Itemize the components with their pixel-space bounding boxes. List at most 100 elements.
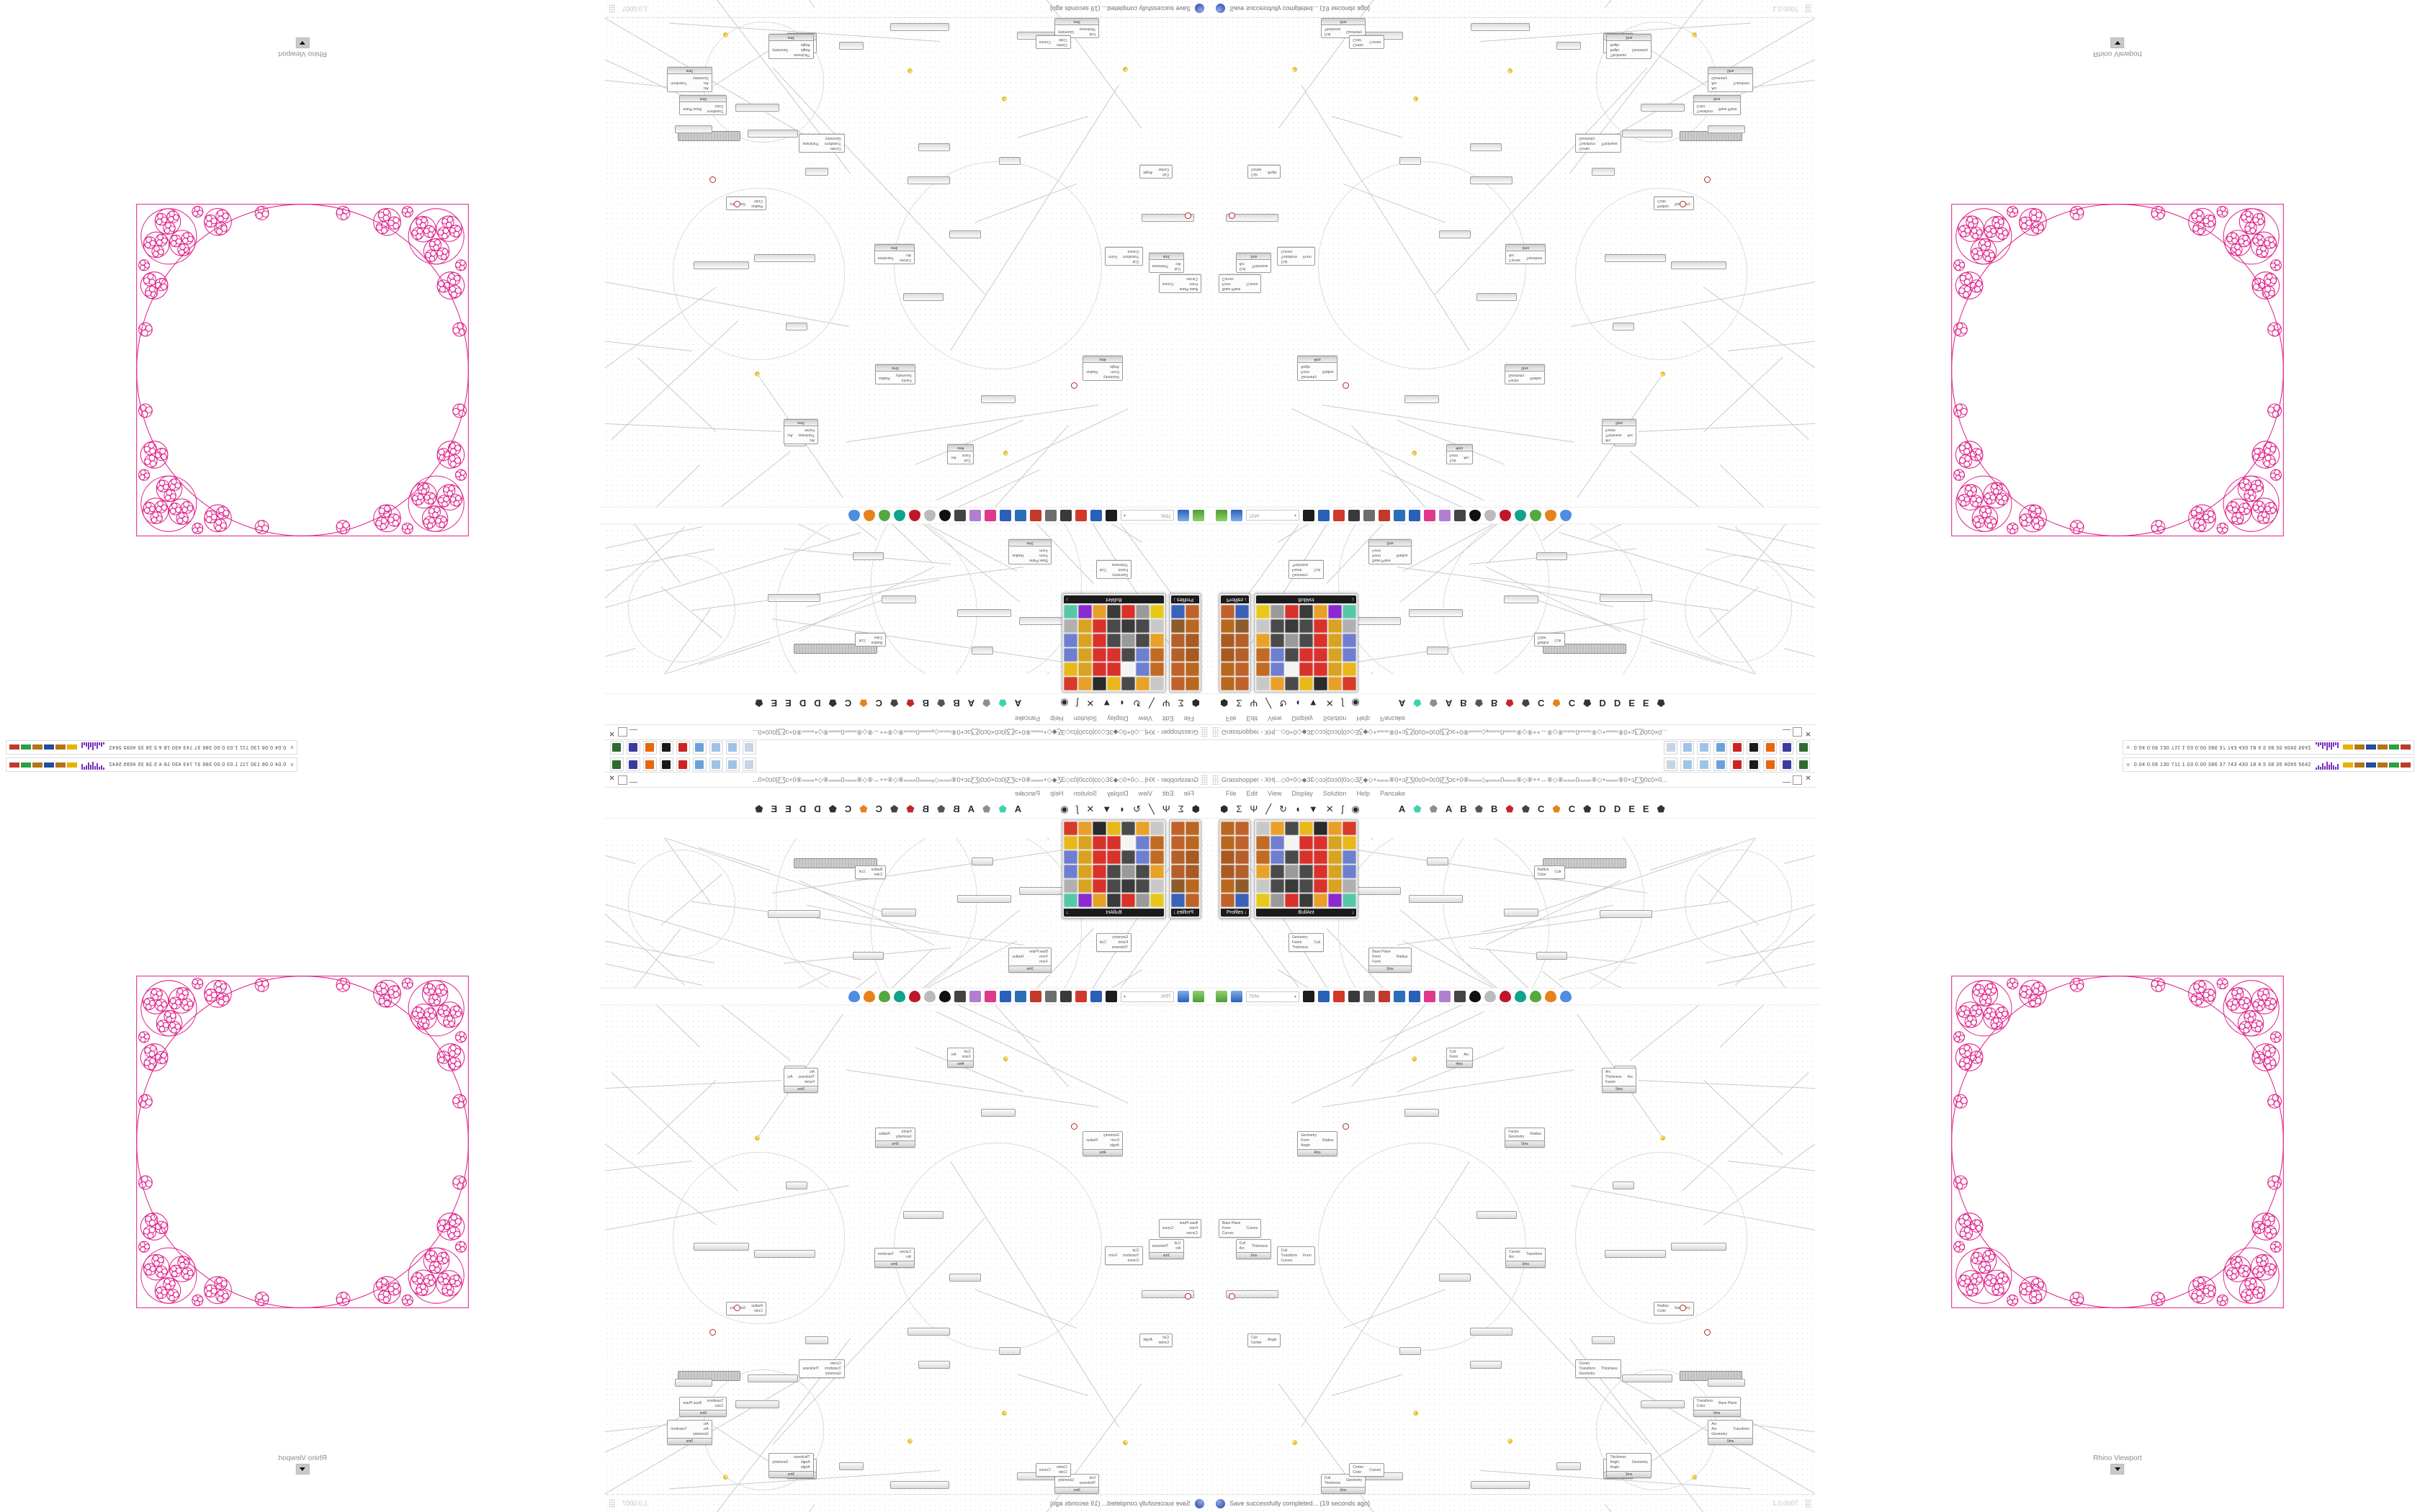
gh-component[interactable]: Base Plane Form Form Radius 2ms [1368, 539, 1412, 565]
gh-param-pill[interactable] [735, 103, 780, 112]
gh-component[interactable]: Base Plane Form Curves Curves [1218, 274, 1262, 294]
ribbon-tab-e-15[interactable]: E [1628, 803, 1635, 814]
gh-sphere-handle[interactable] [1412, 1410, 1418, 1416]
drop-grey-icon[interactable] [1484, 991, 1496, 1002]
ribbon-tab-c-9[interactable]: C [1538, 698, 1545, 709]
gh-component[interactable]: Base Plane Form Form Radius 2ms [1368, 947, 1412, 973]
gh-component[interactable]: Culr Transform Curves Form [1105, 1246, 1143, 1265]
system-tray[interactable]: ˅ 0.04 0.06 130 711 1.03 0.00 386 37 743… [6, 757, 297, 772]
menu-item-display[interactable]: Display [1107, 790, 1129, 797]
gh-param-pill[interactable] [1470, 1328, 1513, 1336]
palette-icon-1-12[interactable] [1328, 836, 1342, 850]
gh-component[interactable]: Geometry Form Angle Radius 4ms [1297, 1131, 1337, 1157]
terminal-icon[interactable] [1796, 757, 1810, 771]
palette-collapse-icon[interactable]: ↓ [1351, 597, 1355, 602]
grasshopper-toolbar[interactable]: 75% ▾ [1210, 988, 1821, 1005]
gh-component[interactable]: Geometry Form Angle Radius 4ms [1083, 355, 1123, 381]
sketch-icon[interactable] [1454, 991, 1466, 1002]
open-file-icon[interactable] [1193, 991, 1204, 1002]
save-file-icon[interactable] [1231, 991, 1242, 1002]
gh-component[interactable]: Arc Thickness Factor Arc 5ms [1602, 419, 1637, 445]
palette-icon-1-24[interactable] [1107, 634, 1121, 647]
drop-red-icon[interactable] [1500, 991, 1511, 1002]
menu-item-view[interactable]: View [1138, 715, 1152, 722]
palette-icon-1-36[interactable] [1270, 894, 1284, 907]
gh-param-pill[interactable] [1408, 895, 1463, 904]
gh-param-pill[interactable] [889, 1481, 949, 1490]
gh-param-pill[interactable] [907, 1328, 950, 1336]
terminal-icon[interactable] [610, 741, 624, 755]
palette-icon-1-12[interactable] [1078, 662, 1092, 676]
grasshopper-toolbar[interactable]: 75% ▾ [599, 988, 1210, 1005]
gh-param-pill[interactable] [1536, 951, 1567, 960]
gh-param-pill[interactable] [1613, 323, 1635, 331]
gh-param-pill[interactable] [1536, 552, 1567, 561]
palette-icon-0-5[interactable] [1235, 850, 1249, 864]
palette-icon-1-10[interactable] [1299, 836, 1313, 850]
palette-icon-0-3[interactable] [1171, 662, 1185, 676]
cone-icon[interactable]: ▼ [1308, 698, 1318, 709]
palette-icon-1-30[interactable] [1121, 619, 1135, 633]
ribbon-tab-c-9[interactable]: C [875, 698, 882, 709]
menu-item-file[interactable]: File [1183, 790, 1194, 797]
palette-icon-1-31[interactable] [1299, 619, 1313, 633]
palette-icon-1-23[interactable] [1121, 634, 1135, 647]
drop-red-icon[interactable] [909, 510, 920, 521]
sigma-icon[interactable]: Σ [1178, 698, 1184, 709]
toolbar-icons[interactable] [848, 510, 1117, 521]
palette-icon-1-5[interactable] [1328, 677, 1342, 690]
palette-icon-1-10[interactable] [1107, 836, 1121, 850]
zoom-level-dropdown[interactable]: 75% ▾ [1246, 991, 1299, 1002]
palette-icon-0-1[interactable] [1235, 677, 1249, 690]
palette-icon-1-24[interactable] [1299, 865, 1313, 878]
gh-sphere-handle[interactable] [722, 1475, 728, 1480]
grasshopper-canvas[interactable]: FormCulrColor0msCulrArcThickness1msCurve… [1210, 1004, 1815, 1512]
close-button[interactable]: ✕ [609, 729, 615, 738]
palette-icon-1-22[interactable] [1270, 634, 1284, 647]
palette-icon-0-3[interactable] [1235, 662, 1249, 676]
ribbon-tab-c-11[interactable]: C [844, 698, 852, 709]
balloon-icon[interactable] [1439, 510, 1451, 521]
ribbon-group-left[interactable]: ⬢ Σ Ψ ╱ ↻ ◖ ▼ ✕ ʃ ◉ [1220, 698, 1360, 709]
palette-icon-1-6[interactable] [1064, 677, 1077, 690]
palette-icon-1-26[interactable] [1078, 865, 1092, 878]
gh-component[interactable]: Culr Arc Thickness 1ms [1235, 252, 1272, 273]
open-file-icon[interactable] [1216, 510, 1227, 521]
matrix-icon[interactable]: ⬟ [755, 698, 763, 709]
ribbon-group-left[interactable]: ⬢ Σ Ψ ╱ ↻ ◖ ▼ ✕ ʃ ◉ [1220, 804, 1360, 814]
sprout-icon[interactable]: Ψ [1162, 698, 1170, 709]
palette-icon-0-9[interactable] [1235, 619, 1249, 633]
ribbon-tab-b-6[interactable]: B [922, 698, 929, 709]
gh-param-pill[interactable] [1591, 168, 1615, 176]
palette-profiles[interactable]: Profiles ↓ [1169, 819, 1201, 919]
gh-param-pill[interactable] [1707, 1378, 1745, 1387]
palette-icon-0-2[interactable] [1221, 662, 1234, 676]
gh-param-pill[interactable] [889, 22, 949, 31]
palette-icon-0-10[interactable] [1186, 894, 1199, 907]
palette-icon-0-7[interactable] [1171, 634, 1185, 647]
gh-param-pill[interactable] [1426, 646, 1448, 654]
curl-icon[interactable]: ↻ [1279, 698, 1288, 709]
app-launcher[interactable] [610, 741, 756, 755]
drop-teal-icon[interactable] [894, 510, 905, 521]
palette-icon-0-1[interactable] [1235, 822, 1249, 835]
sigma-icon[interactable]: Σ [1236, 803, 1242, 814]
palette-icon-1-37[interactable] [1121, 894, 1135, 907]
resize-grip-icon[interactable] [1805, 4, 1811, 14]
gh-param-pill[interactable] [1470, 176, 1513, 184]
photo-icon[interactable] [1747, 757, 1760, 771]
grasshopper-canvas[interactable]: FormCulrColor0msCulrArcThickness1msCurve… [605, 0, 1210, 508]
gh-param-pill[interactable] [1591, 1336, 1615, 1344]
system-tray[interactable]: ˅ 0.04 0.06 130 711 1.03 0.00 386 37 743… [2123, 740, 2414, 755]
palette-icon-1-23[interactable] [1285, 865, 1299, 878]
viewport-label-group[interactable]: Rhino Viewport [278, 37, 327, 58]
palette-icon-1-31[interactable] [1107, 619, 1121, 633]
palette-bullant[interactable]: BullAnt ↓ [1062, 819, 1166, 919]
gh-param-pill[interactable] [1404, 1109, 1440, 1117]
palette-icon-1-1[interactable] [1136, 677, 1150, 690]
zoom-extents-icon[interactable] [1106, 991, 1117, 1002]
palette-windows[interactable]: Profiles ↓ BullAnt ↓ [1219, 819, 1358, 919]
palette-icon-1-14[interactable] [1256, 648, 1270, 662]
grasshopper-titlebar[interactable]: Grasshopper - XH|...◇0+0◇◆3Ɛ◇ͻͻ|0ͻͻ0|0ͻ◇… [1210, 772, 1815, 788]
gh-component[interactable]: Thickness Angle Angle Geometry 3ms [768, 1452, 814, 1478]
